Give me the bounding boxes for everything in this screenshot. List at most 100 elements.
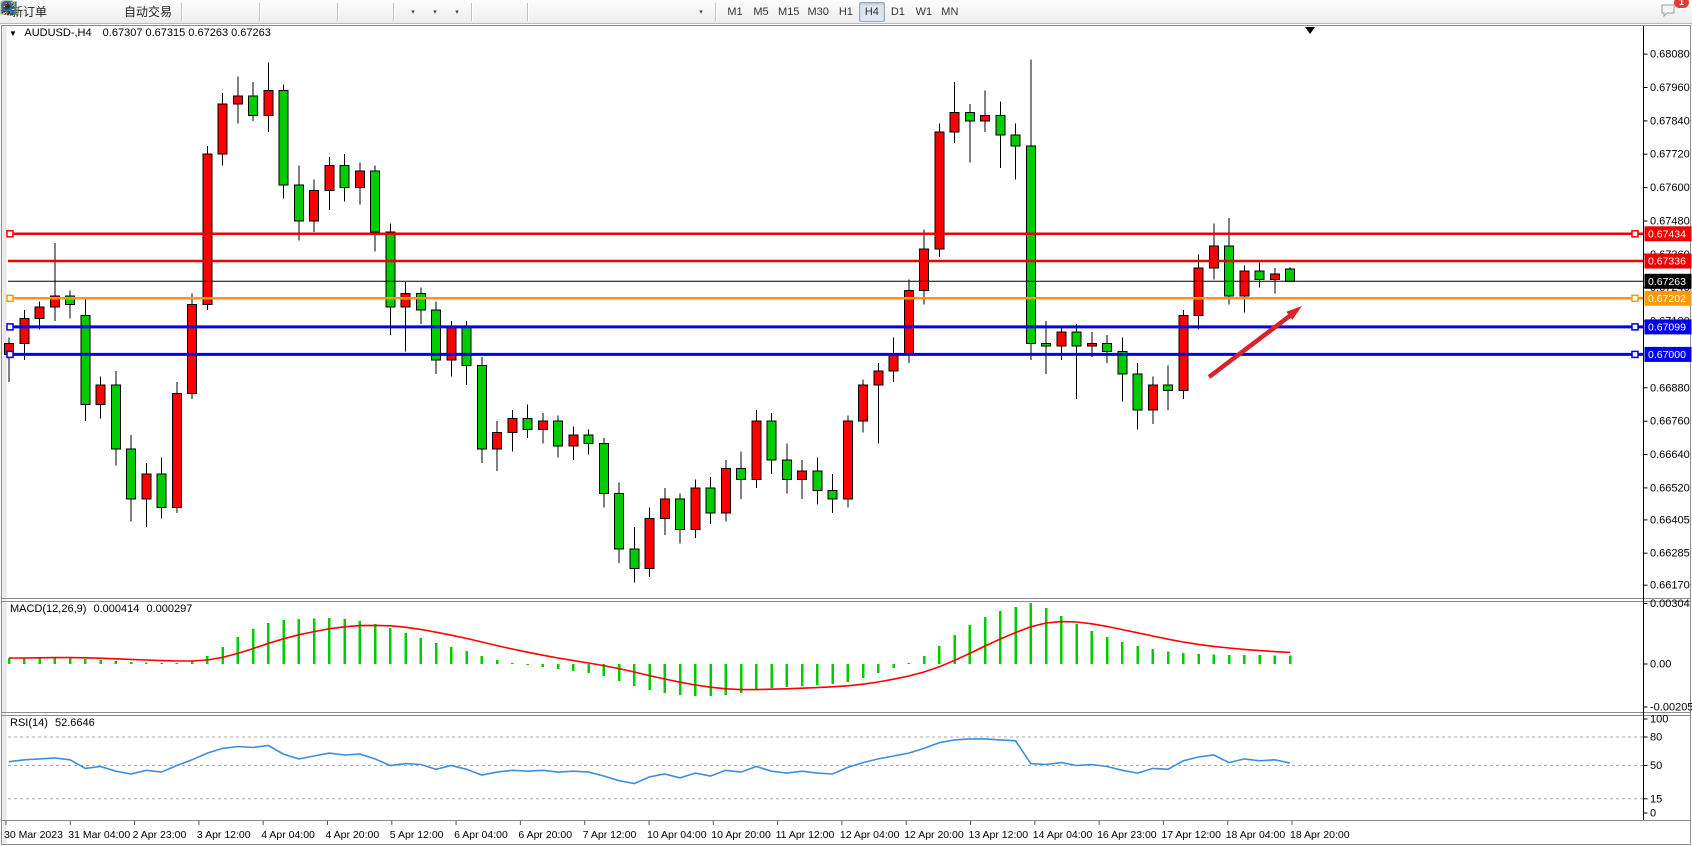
candle [720,467,731,514]
svg-text:0: 0 [1650,808,1656,820]
candle [1071,331,1082,347]
bar-chart-button[interactable] [2,1,210,22]
chat-button[interactable] [1660,2,1682,22]
candle [110,384,121,450]
text-label-button[interactable]: T [1,2,688,22]
candle [461,326,472,367]
candlestick-chart-button[interactable] [2,1,232,22]
line-chart-button[interactable] [0,2,254,22]
candle [614,493,624,550]
cursor-button[interactable] [5,1,500,22]
rsi-indicator-label: RSI(14) 52.6646 [10,717,95,729]
time-label: 2 Apr 23:00 [133,829,187,841]
timeframe-W1[interactable]: W1 [911,2,937,22]
candle [309,189,319,222]
indicators-button[interactable]: ▾ [0,1,466,22]
candle [293,184,304,222]
hline-handle[interactable] [1631,323,1639,331]
arrows-button[interactable]: ▾ [1,2,710,22]
signal-button[interactable] [2,2,117,22]
chart-window-button[interactable] [0,1,95,22]
candle [126,448,136,500]
horizontal-line-button[interactable] [1,2,578,22]
candle [202,153,213,305]
candle [842,420,853,500]
tile-windows-button[interactable] [0,1,332,22]
ohlc-quote-label: 0.67307 0.67315 0.67263 0.67263 [102,27,271,39]
candle [1163,384,1173,392]
svg-text:0.66760: 0.66760 [1650,416,1690,428]
hline-handle[interactable] [1631,230,1639,238]
candle [934,131,945,250]
time-label: 4 Apr 20:00 [326,829,380,841]
candle [1102,342,1112,353]
zoom-in-button[interactable] [2,1,288,22]
timeframe-H4[interactable]: H4 [858,1,885,22]
time-label: 12 Apr 04:00 [840,829,900,841]
candle [980,114,990,122]
candle [568,434,579,447]
timeframe-MN[interactable]: MN [937,2,963,22]
time-axis[interactable]: 30 Mar 2023 31 Mar 04:00 2 Apr 23:00 3 Apr … [4,821,1350,841]
trend-arrow-annotation[interactable] [1207,306,1302,379]
svg-text:0.67263: 0.67263 [1648,276,1686,288]
text-button[interactable]: A [4,1,666,22]
chart-shift-button[interactable] [3,2,366,22]
hline-handle[interactable] [6,323,14,331]
timeframe-M15[interactable]: M15 [774,2,803,22]
trendline-button[interactable] [1,2,600,22]
candle [598,442,609,494]
candle [248,95,258,116]
candle [339,164,350,189]
hline-handle[interactable] [6,350,14,359]
notification-badge[interactable]: 1 [1674,0,1689,8]
hline-handle[interactable] [1631,294,1639,303]
timeframe-M5[interactable]: M5 [748,2,774,22]
timeframe-M1[interactable]: M1 [722,2,748,22]
svg-text:0.66170: 0.66170 [1650,580,1690,592]
timeframe-H1[interactable]: H1 [833,2,859,22]
candle [1086,342,1097,347]
rsi-levels [8,736,1644,800]
candle [187,303,197,394]
time-label: 13 Apr 12:00 [969,829,1029,841]
time-label: 7 Apr 12:00 [583,829,637,841]
cube-button[interactable] [0,0,73,22]
timeframe-H1-label: H1 [838,5,853,18]
search-button[interactable] [1,0,1654,22]
timeframe-D1-label: D1 [890,5,905,18]
price-badge [1644,346,1692,362]
hline-handle[interactable] [6,294,14,303]
svg-text:0.67720: 0.67720 [1650,149,1690,161]
new-chart-button[interactable]: ▾ [2,0,422,22]
zoom-out-button[interactable] [2,1,310,22]
svg-text:0.00: 0.00 [1650,659,1671,671]
timeframe-D1[interactable]: D1 [885,2,911,22]
hline-handle[interactable] [1631,350,1639,359]
chart-menu-arrow-icon[interactable]: ▼ [9,29,17,38]
candle [964,112,975,122]
hline-handle[interactable] [6,230,14,238]
timeframe-M30[interactable]: M30 [803,2,832,22]
auto-trading-button[interactable]: 自动交易 [0,2,176,22]
candle [919,248,929,292]
toolbar-separator [337,2,340,21]
candle [217,103,228,155]
svg-text:0.67600: 0.67600 [1650,182,1690,194]
candle [736,467,746,480]
auto-scroll-button[interactable] [2,2,388,22]
auto-trading-label: 自动交易 [124,5,173,19]
periods-clock-button[interactable]: ▾ [1,1,444,22]
fibonacci-button[interactable]: F [2,2,644,22]
vertical-line-button[interactable] [7,1,556,22]
time-label: 11 Apr 12:00 [776,829,835,841]
timeframe-M30-label: M30 [807,5,829,18]
equidistant-channel-button[interactable]: E [0,1,622,22]
candle [232,95,243,105]
candle [507,417,518,433]
crosshair-button[interactable] [1,1,522,22]
svg-text:50: 50 [1650,760,1662,772]
candle [400,292,411,308]
